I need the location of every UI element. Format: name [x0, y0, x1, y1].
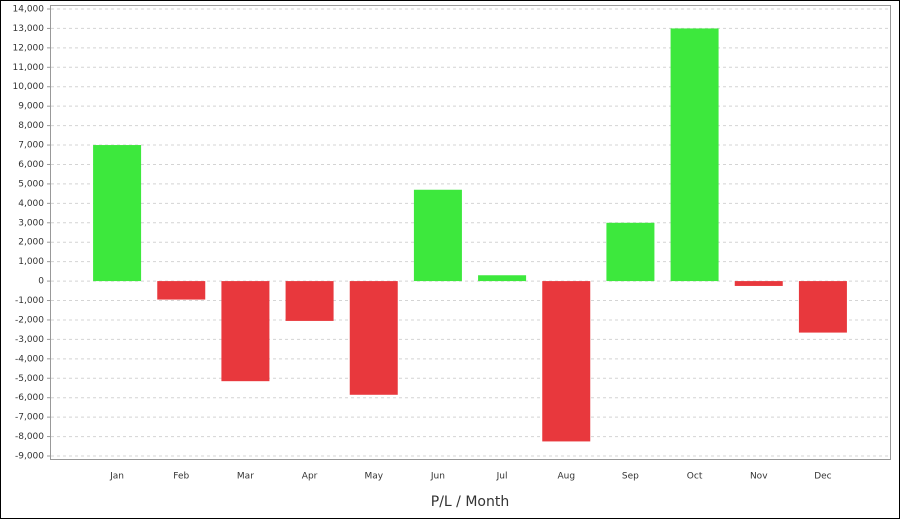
- y-tick-label: 11,000: [13, 63, 45, 73]
- y-tick-label: 8,000: [18, 121, 44, 131]
- y-tick-label: 5,000: [18, 179, 44, 189]
- y-tick-label: -3,000: [15, 335, 44, 345]
- x-tick-label: Sep: [622, 472, 639, 482]
- x-tick-label: Nov: [750, 472, 768, 482]
- y-tick-label: 9,000: [18, 102, 44, 112]
- y-tick-label: 2,000: [18, 238, 44, 248]
- x-tick-label: Apr: [302, 472, 318, 482]
- y-tick-label: 12,000: [13, 43, 45, 53]
- bar: [157, 281, 206, 300]
- y-tick-label: 1,000: [18, 257, 44, 267]
- y-tick-label: 0: [38, 277, 44, 287]
- y-tick-label: -6,000: [15, 393, 44, 403]
- bar: [478, 275, 527, 282]
- y-tick-label: 3,000: [18, 218, 44, 228]
- y-tick-label: -7,000: [15, 413, 44, 423]
- bar: [285, 281, 334, 321]
- bar: [606, 222, 655, 282]
- x-tick-label: Jul: [496, 472, 508, 482]
- plot-area: [50, 5, 891, 460]
- bar: [221, 281, 270, 382]
- bar: [349, 281, 398, 395]
- bar: [93, 145, 142, 282]
- x-tick-label: Jan: [109, 472, 124, 482]
- x-tick-label: May: [364, 472, 383, 482]
- x-tick-label: Jun: [430, 472, 445, 482]
- y-tick-label: 7,000: [18, 141, 44, 151]
- y-tick-label: 10,000: [13, 82, 45, 92]
- bar: [798, 281, 847, 333]
- x-tick-label: Aug: [557, 472, 575, 482]
- x-tick-label: Feb: [173, 472, 189, 482]
- y-tick-label: 4,000: [18, 199, 44, 209]
- y-tick-label: -4,000: [15, 354, 44, 364]
- bar: [542, 281, 591, 442]
- y-tick-label: -1,000: [15, 296, 44, 306]
- bar: [734, 281, 783, 286]
- x-tick-label: Oct: [687, 472, 703, 482]
- y-tick-label: 13,000: [13, 24, 45, 34]
- y-tick-label: 6,000: [18, 160, 44, 170]
- bar: [670, 28, 719, 282]
- x-tick-label: Dec: [814, 472, 831, 482]
- y-tick-label: -8,000: [15, 432, 44, 442]
- y-tick-label: -9,000: [15, 452, 44, 462]
- y-tick-label: -2,000: [15, 315, 44, 325]
- y-tick-label: -5,000: [15, 374, 44, 384]
- y-tick-label: 14,000: [13, 5, 45, 15]
- bar: [413, 189, 462, 282]
- x-tick-label: Mar: [237, 472, 254, 482]
- x-axis-label: P/L / Month: [431, 494, 509, 510]
